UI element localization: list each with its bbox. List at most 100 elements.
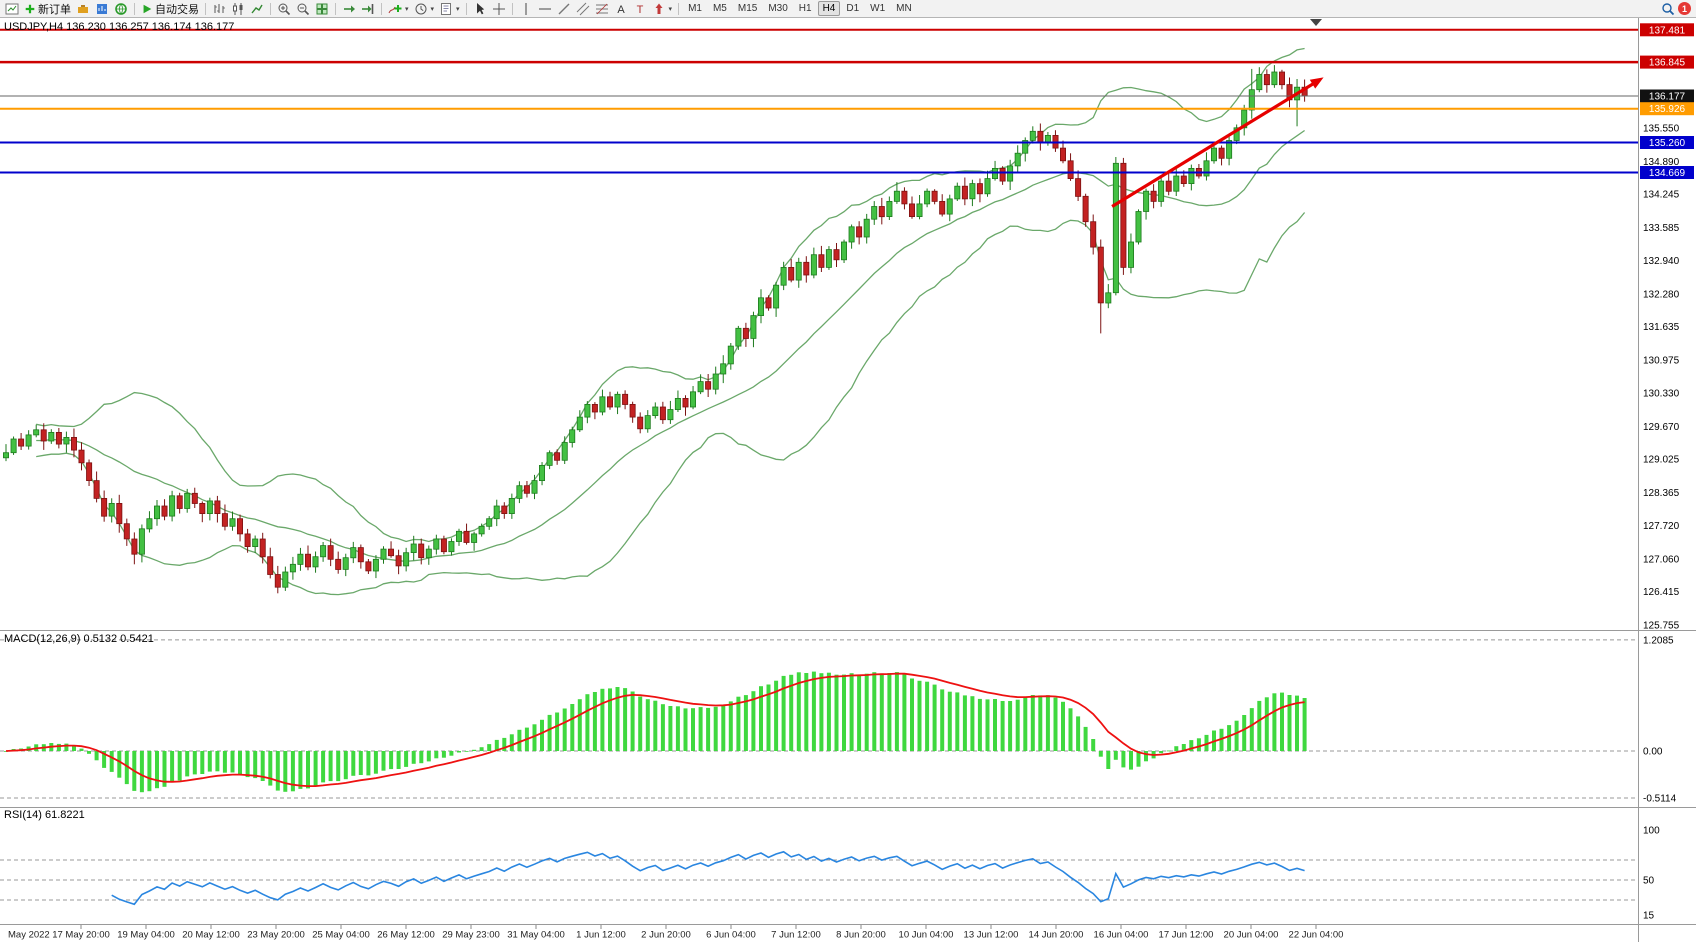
candle [939, 200, 946, 215]
macd-histogram-bar [1083, 726, 1088, 751]
channel-button[interactable] [574, 1, 592, 17]
notification-badge[interactable]: 1 [1678, 2, 1691, 15]
macd-histogram-bar [1196, 738, 1201, 751]
macd-histogram-bar [796, 672, 801, 751]
timeframe-m30[interactable]: M30 [763, 1, 792, 16]
macd-histogram-bar [970, 696, 975, 751]
candle [297, 553, 304, 565]
candle [448, 541, 455, 553]
chart-shift-marker[interactable] [1310, 19, 1322, 26]
bollinger-middle-band[interactable] [36, 129, 1305, 563]
cursor-button[interactable] [471, 1, 489, 17]
line-chart-button[interactable] [248, 1, 266, 17]
auto-scroll-button[interactable] [340, 1, 358, 17]
macd-histogram-bar [570, 704, 575, 751]
macd-histogram-bar [834, 674, 839, 751]
autotrading-button[interactable]: 自动交易 [139, 1, 201, 17]
macd-histogram-bar [645, 699, 650, 751]
bar-chart-button[interactable] [210, 1, 228, 17]
zoom-out-button[interactable] [294, 1, 312, 17]
indicators-icon [388, 4, 402, 13]
timeframe-m5[interactable]: M5 [708, 1, 732, 16]
trend-arrow-head[interactable] [1309, 77, 1324, 89]
candle [274, 574, 281, 588]
time-axis-label: 10 Jun 04:00 [899, 930, 954, 941]
macd-histogram-bar [638, 696, 643, 751]
label-tool-button[interactable]: T [631, 1, 649, 17]
horizontal-line-button[interactable] [536, 1, 554, 17]
price-axis-label: 130.330 [1643, 388, 1680, 399]
macd-histogram-bar [102, 751, 107, 768]
trend-arrow-line[interactable] [1111, 80, 1317, 208]
toolbar-separator [381, 2, 382, 15]
candle [108, 502, 115, 517]
periods-button[interactable]: ▾ [412, 1, 437, 17]
timeframe-d1[interactable]: D1 [841, 1, 864, 16]
macd-histogram-bar [555, 712, 560, 751]
candle [750, 315, 757, 339]
macd-histogram-bar [1249, 708, 1254, 751]
toolbar-separator [465, 2, 467, 15]
indicators-button[interactable]: ▾ [386, 1, 411, 17]
candle [161, 505, 168, 517]
time-axis-label: May 2022 [8, 930, 50, 941]
templates-button[interactable]: ▾ [437, 1, 462, 17]
macd-histogram-bar [1045, 695, 1050, 751]
candle [259, 538, 266, 558]
timeframe-h4[interactable]: H4 [817, 1, 841, 16]
macd-histogram-bar [124, 751, 129, 785]
candle [742, 327, 749, 339]
candle [327, 545, 334, 560]
market-button[interactable] [93, 1, 111, 17]
community-button[interactable] [112, 1, 130, 17]
candle [78, 449, 85, 464]
briefcase-button[interactable] [74, 1, 92, 17]
new-chart-button[interactable] [3, 1, 21, 17]
candle [901, 190, 908, 205]
timeframe-h1[interactable]: H1 [794, 1, 817, 16]
crosshair-button[interactable] [490, 1, 508, 17]
macd-histogram-bar [1098, 751, 1103, 757]
macd-histogram-bar [170, 751, 175, 783]
trendline-button[interactable] [555, 1, 573, 17]
label-icon: T [636, 4, 643, 16]
fibonacci-button[interactable] [593, 1, 611, 17]
chart-shift-button[interactable] [359, 1, 377, 17]
timeframe-w1[interactable]: W1 [865, 1, 890, 16]
candle [607, 396, 614, 408]
candle [1037, 130, 1044, 144]
arrows-tool-button[interactable]: ▾ [650, 1, 675, 17]
candle [395, 555, 402, 567]
macd-histogram-bar [1038, 695, 1043, 751]
tile-windows-button[interactable] [313, 1, 331, 17]
svg-text:T: T [636, 4, 643, 16]
time-axis-label: 8 Jun 20:00 [836, 930, 886, 941]
arrow-shape-icon [655, 3, 663, 14]
macd-histogram-bar [472, 749, 477, 751]
candle [508, 497, 515, 514]
zoom-in-button[interactable] [275, 1, 293, 17]
candle [55, 431, 62, 445]
timeframe-m15[interactable]: M15 [733, 1, 762, 16]
macd-axis-label: 1.2085 [1643, 635, 1674, 646]
candle [1135, 211, 1142, 243]
candle [1218, 147, 1225, 159]
search-button[interactable] [1659, 1, 1677, 17]
candle [357, 547, 364, 563]
horizontal-line-icon [538, 7, 551, 10]
price-tag-label: 137.481 [1649, 25, 1686, 36]
time-axis-label: 29 May 23:00 [442, 930, 500, 941]
macd-histogram-bar [1091, 739, 1096, 751]
vertical-line-button[interactable] [517, 1, 535, 17]
text-tool-button[interactable]: A [612, 1, 630, 17]
timeframe-m1[interactable]: M1 [683, 1, 707, 16]
timeframe-mn[interactable]: MN [891, 1, 917, 16]
macd-histogram-bar [343, 751, 348, 780]
new-order-button[interactable]: 新订单 [22, 1, 73, 17]
candle [1271, 71, 1278, 86]
price-tag [1640, 166, 1694, 179]
bollinger-upper-band[interactable] [36, 47, 1305, 543]
candle [1203, 160, 1210, 177]
candlestick-chart-button[interactable] [229, 1, 247, 17]
